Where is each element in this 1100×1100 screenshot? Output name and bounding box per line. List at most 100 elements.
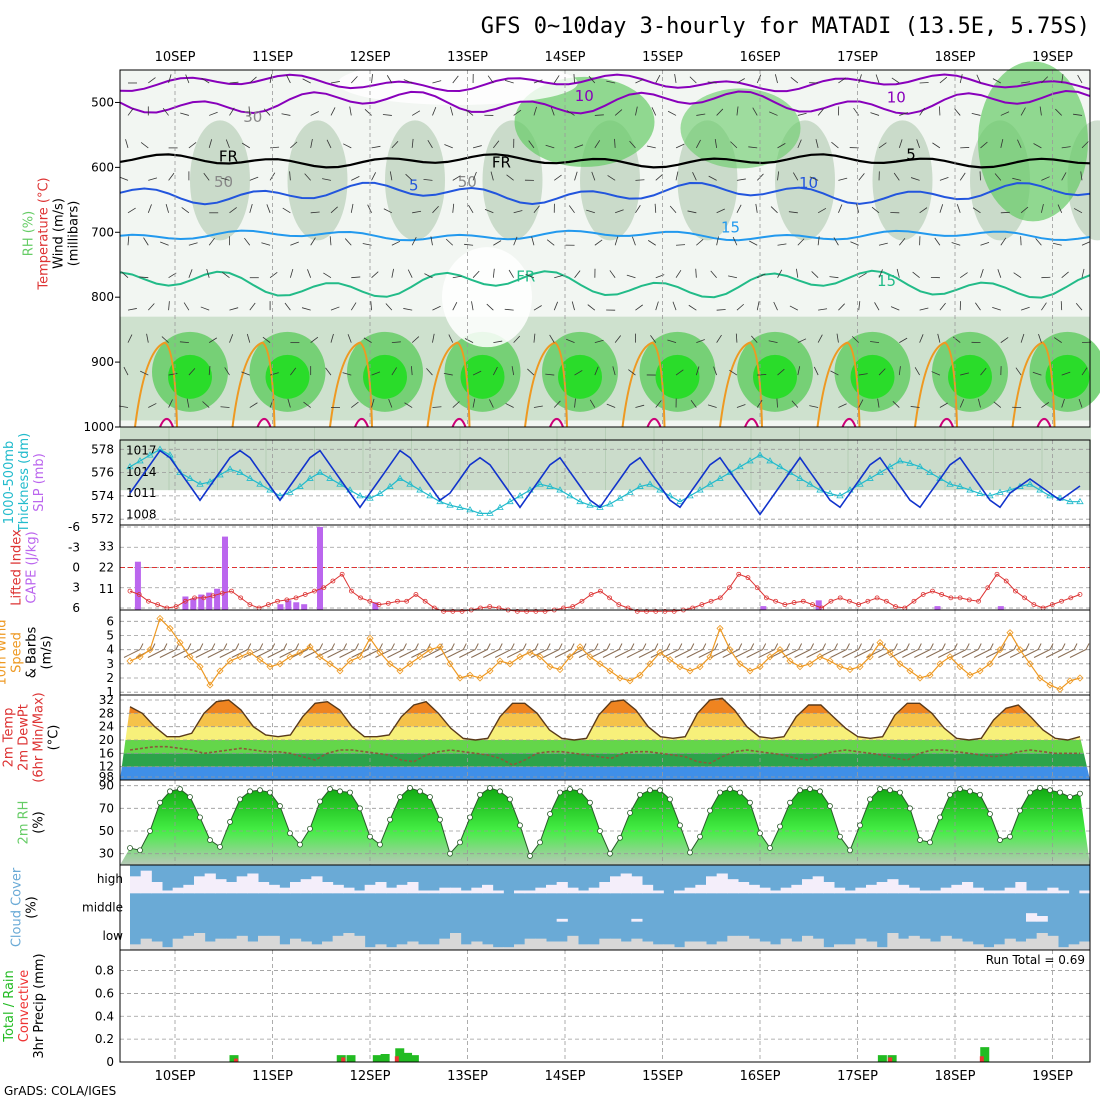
wind-barb: [1041, 402, 1050, 408]
rh-point: [567, 786, 573, 792]
wind-barb-feather: [462, 643, 467, 650]
wind-barb: [746, 649, 763, 658]
thickness-point: [1046, 492, 1054, 499]
surface-hot-contour: [939, 417, 954, 428]
wind-barb: [1012, 177, 1022, 181]
wind-barb: [1041, 302, 1047, 311]
wind-speed-point: [216, 667, 224, 675]
wind-speed-point: [1026, 660, 1034, 668]
wind-barb: [533, 333, 536, 343]
wind-barb: [777, 243, 787, 246]
wind-barb: [732, 236, 738, 246]
wind-barb: [1035, 238, 1042, 246]
rh-point: [907, 805, 913, 812]
precip-total-bar: [395, 1048, 405, 1062]
cloud-cell: [215, 879, 227, 894]
wind-barb: [423, 649, 440, 658]
lifted-index-point: [948, 595, 954, 601]
wind-barb: [736, 78, 745, 84]
wind-barb: [389, 171, 393, 181]
wind-barb: [1061, 146, 1071, 149]
wind-barb: [363, 337, 372, 343]
wind-speed-point: [976, 667, 984, 675]
wind-speed-point: [406, 660, 414, 668]
wind-barb: [635, 78, 644, 84]
wind-barb: [756, 399, 763, 408]
cloud-cell: [588, 944, 600, 950]
wind-barb: [200, 306, 210, 311]
thickness-point: [926, 468, 934, 476]
precip-total-bar: [372, 1055, 382, 1062]
wind-barb: [858, 373, 868, 376]
wind-barb: [594, 339, 604, 344]
wind-barb: [938, 649, 955, 658]
wind-barb: [203, 172, 210, 181]
wind-barb-feather: [858, 643, 862, 650]
y-tick-label: 28: [99, 706, 114, 720]
wind-barb: [919, 107, 925, 116]
thickness-point: [236, 468, 244, 476]
wind-barb: [609, 270, 616, 278]
lifted-index-point: [422, 598, 428, 604]
y-tick-label-left: -6: [68, 520, 80, 534]
cape-bar: [285, 600, 292, 610]
wind-barb: [351, 401, 359, 408]
wind-barb: [181, 207, 190, 214]
precip-convective-bar: [979, 1056, 984, 1062]
thickness-point: [436, 497, 444, 505]
wind-barb: [858, 399, 864, 408]
wind-barb: [1080, 171, 1083, 181]
wind-barb: [655, 174, 663, 181]
cloud-cell: [418, 890, 430, 894]
wind-barb-feather: [211, 643, 216, 650]
cloud-cell: [1015, 941, 1027, 950]
lifted-index-point: [994, 571, 1000, 577]
wind-speed-point: [756, 663, 764, 671]
lifted-index-point: [653, 608, 659, 614]
wind-speed-point: [486, 667, 494, 675]
wind-barb: [635, 205, 641, 214]
wind-barb: [282, 207, 291, 214]
wind-barb: [140, 370, 149, 376]
lifted-index-point: [1013, 588, 1018, 594]
cloud-cell: [130, 876, 142, 894]
lifted-index-point: [800, 598, 806, 604]
wind-barb: [858, 272, 867, 279]
cape-bar: [815, 600, 822, 610]
wind-barb: [545, 144, 555, 149]
y-tick-label: 900: [91, 355, 114, 369]
cloud-cell: [1036, 933, 1048, 950]
rh-band: [314, 427, 364, 491]
thickness-point: [276, 492, 284, 499]
cloud-cell: [652, 944, 664, 950]
wind-speed-point: [356, 653, 364, 661]
wind-barb: [934, 237, 941, 246]
rh-point: [847, 847, 853, 854]
page-title: GFS 0~10day 3-hourly for MATADI (13.5E, …: [481, 14, 1090, 39]
wind-barb: [472, 270, 480, 278]
wind-barb-feather: [917, 643, 922, 650]
cape-bar: [222, 536, 228, 610]
wind-barb: [530, 649, 548, 658]
thickness-point: [646, 480, 654, 487]
wind-barb: [647, 240, 656, 246]
lifted-index-point: [708, 598, 714, 604]
axis-title: Wind (m/s): [52, 198, 67, 269]
wind-barb: [432, 406, 442, 408]
wind-speed-point: [786, 657, 794, 665]
axis-title-group: RH (%) Temperature (°C) Wind (m/s) (milliba…: [22, 177, 82, 290]
wind-barb: [554, 174, 562, 181]
rh-point: [967, 788, 973, 795]
thickness-point: [956, 482, 964, 489]
lifted-index-point: [893, 604, 898, 610]
rh-point: [837, 833, 843, 840]
wind-barb: [432, 205, 439, 214]
wind-barb: [1061, 398, 1065, 408]
wind-barb: [757, 273, 766, 279]
rh-point: [657, 787, 663, 794]
axis-title: SLP (mb): [32, 453, 47, 512]
wind-barb: [186, 398, 190, 408]
wind-barb: [350, 76, 358, 84]
cloud-cell: [780, 938, 792, 950]
thickness-point: [396, 474, 404, 481]
